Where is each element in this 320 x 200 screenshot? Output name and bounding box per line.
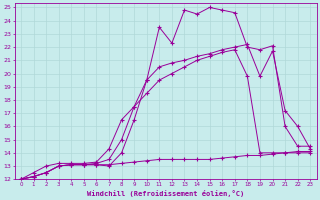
X-axis label: Windchill (Refroidissement éolien,°C): Windchill (Refroidissement éolien,°C) bbox=[87, 190, 244, 197]
